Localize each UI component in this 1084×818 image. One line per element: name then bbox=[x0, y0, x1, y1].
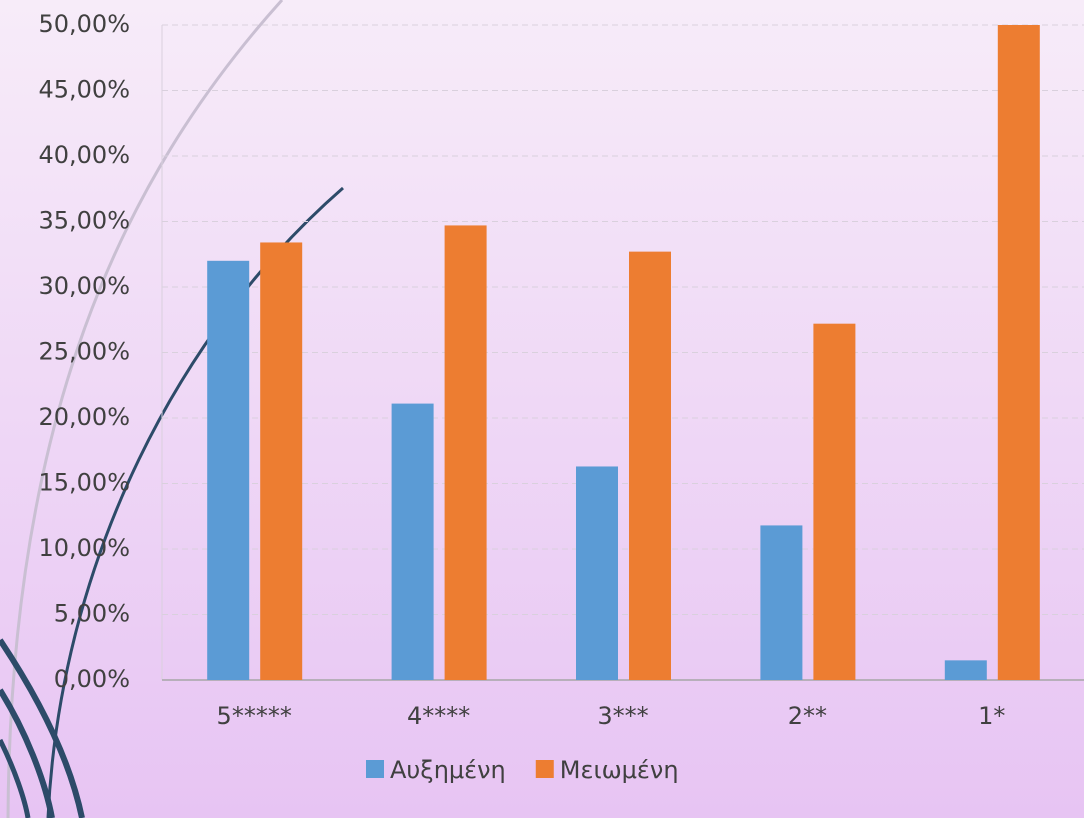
x-tick-label: 2** bbox=[788, 702, 827, 730]
legend-label: Μειωμένη bbox=[560, 756, 679, 784]
bar bbox=[260, 242, 303, 680]
y-tick-label: 50,00% bbox=[38, 10, 130, 38]
bar bbox=[629, 251, 671, 680]
bar bbox=[391, 403, 434, 680]
y-tick-label: 5,00% bbox=[54, 600, 130, 628]
y-tick-label: 20,00% bbox=[38, 403, 130, 431]
y-tick-label: 45,00% bbox=[38, 76, 130, 104]
y-tick-label: 0,00% bbox=[54, 665, 130, 693]
bar bbox=[207, 260, 250, 680]
y-tick-label: 15,00% bbox=[38, 469, 130, 497]
bar bbox=[944, 660, 987, 680]
x-tick-label: 1* bbox=[978, 702, 1005, 730]
bar bbox=[760, 525, 803, 680]
y-tick-label: 10,00% bbox=[38, 534, 130, 562]
x-tick-label: 5***** bbox=[217, 702, 292, 730]
bar bbox=[444, 225, 487, 680]
legend-label: Αυξημένη bbox=[390, 756, 506, 784]
bar bbox=[813, 323, 856, 680]
legend-swatch bbox=[366, 760, 384, 778]
y-tick-label: 30,00% bbox=[38, 272, 130, 300]
y-tick-label: 35,00% bbox=[38, 207, 130, 235]
x-tick-label: 3*** bbox=[597, 702, 648, 730]
legend-swatch bbox=[535, 760, 554, 778]
x-tick-label: 4**** bbox=[407, 702, 470, 730]
y-tick-label: 40,00% bbox=[38, 141, 130, 169]
bar bbox=[997, 25, 1040, 680]
bar bbox=[576, 466, 618, 680]
y-tick-label: 25,00% bbox=[38, 338, 130, 366]
